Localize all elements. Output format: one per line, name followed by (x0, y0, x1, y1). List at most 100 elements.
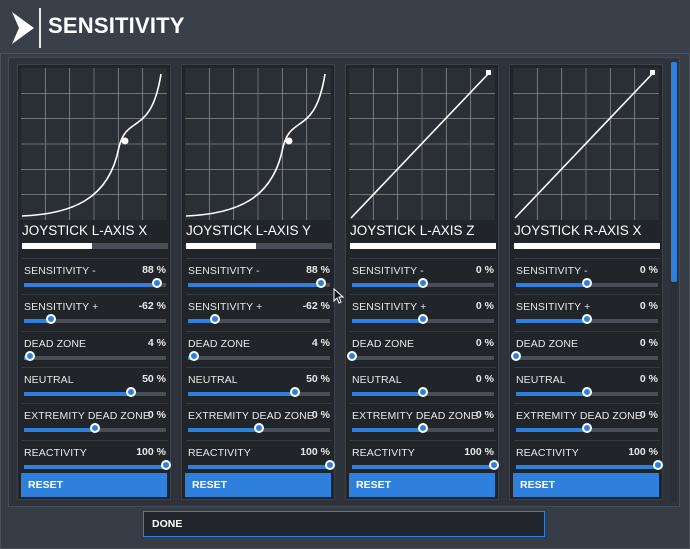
setting-label: EXTREMITY DEAD ZONE (516, 410, 642, 422)
setting-dead-zone: DEAD ZONE 0 % (347, 331, 496, 365)
setting-sensitivity-plus: SENSITIVITY + -62 % (186, 294, 332, 328)
setting-neutral: NEUTRAL 50 % (22, 367, 168, 401)
setting-label: REACTIVITY (352, 447, 415, 459)
setting-sensitivity-minus: SENSITIVITY - 0 % (514, 258, 660, 292)
setting-value: 0 % (311, 409, 330, 421)
slider-fill (24, 465, 166, 469)
setting-neutral: NEUTRAL 50 % (186, 367, 332, 401)
done-button[interactable]: DONE (143, 511, 545, 537)
slider-handle[interactable] (325, 460, 335, 470)
axis-input-bar (186, 243, 332, 249)
reset-button[interactable]: RESET (21, 473, 167, 497)
setting-label: SENSITIVITY - (188, 265, 260, 277)
slider-track[interactable] (24, 392, 166, 396)
setting-neutral: NEUTRAL 0 % (350, 367, 496, 401)
setting-extremity-dead-zone: EXTREMITY DEAD ZONE 0 % (186, 403, 332, 437)
slider-track[interactable] (352, 356, 494, 360)
slider-track[interactable] (188, 319, 330, 323)
slider-track[interactable] (24, 465, 166, 469)
slider-track[interactable] (24, 356, 166, 360)
axis-input-bar-fill (22, 243, 93, 249)
setting-label: EXTREMITY DEAD ZONE (188, 410, 314, 422)
slider-handle[interactable] (289, 387, 300, 397)
setting-value: 0 % (475, 409, 494, 421)
reset-button[interactable]: RESET (185, 473, 331, 497)
setting-dead-zone: DEAD ZONE 0 % (511, 331, 660, 365)
slider-handle[interactable] (90, 423, 100, 433)
slider-track[interactable] (516, 356, 658, 360)
setting-label: SENSITIVITY - (352, 265, 424, 277)
scrollbar-thumb[interactable] (671, 62, 677, 282)
setting-sensitivity-minus: SENSITIVITY - 88 % (186, 258, 332, 292)
slider-track[interactable] (24, 319, 166, 323)
axis-panel-4: JOYSTICK R-AXIS X SENSITIVITY -0 % SENSITI… (509, 64, 663, 500)
slider-track[interactable] (188, 356, 330, 360)
slider-handle[interactable] (582, 314, 592, 324)
slider-handle[interactable] (418, 314, 428, 324)
slider-handle[interactable] (254, 423, 264, 433)
setting-label: SENSITIVITY + (516, 301, 591, 313)
slider-fill (352, 465, 494, 469)
setting-label: DEAD ZONE (352, 338, 415, 350)
setting-reactivity: REACTIVITY 100 % (22, 440, 171, 474)
slider-handle[interactable] (418, 423, 428, 433)
slider-track[interactable] (188, 392, 330, 396)
setting-sensitivity-plus: SENSITIVITY + 0 % (514, 294, 660, 328)
slider-handle[interactable] (347, 351, 357, 361)
setting-value: 100 % (628, 446, 658, 458)
slider-handle[interactable] (418, 278, 428, 288)
axis-name: JOYSTICK R-AXIS X (514, 223, 642, 238)
setting-label: DEAD ZONE (188, 338, 251, 350)
axis-name: JOYSTICK L-AXIS X (22, 223, 148, 238)
header: SENSITIVITY (0, 0, 690, 54)
response-curve-graph (21, 68, 167, 220)
setting-label: NEUTRAL (516, 374, 566, 386)
setting-dead-zone: DEAD ZONE 4 % (186, 331, 332, 365)
slider-handle[interactable] (125, 387, 136, 397)
slider-handle[interactable] (316, 278, 327, 288)
slider-handle[interactable] (582, 423, 592, 433)
slider-track[interactable] (24, 283, 166, 287)
slider-track[interactable] (188, 465, 330, 469)
setting-label: SENSITIVITY - (516, 265, 588, 277)
slider-handle[interactable] (188, 351, 199, 361)
slider-handle[interactable] (582, 278, 592, 288)
slider-fill (516, 428, 587, 432)
setting-label: EXTREMITY DEAD ZONE (352, 410, 478, 422)
slider-track[interactable] (516, 465, 658, 469)
setting-extremity-dead-zone: EXTREMITY DEAD ZONE 0 % (22, 403, 168, 437)
setting-value: 100 % (464, 446, 494, 458)
scrollbar[interactable] (671, 62, 677, 502)
reset-button[interactable]: RESET (349, 473, 495, 497)
slider-track[interactable] (352, 465, 494, 469)
setting-extremity-dead-zone: EXTREMITY DEAD ZONE 0 % (514, 403, 660, 437)
slider-fill (188, 392, 295, 396)
setting-label: REACTIVITY (188, 447, 251, 459)
slider-fill (516, 392, 587, 396)
slider-fill (516, 465, 658, 469)
reset-button[interactable]: RESET (513, 473, 659, 497)
setting-value: 4 % (311, 337, 330, 349)
slider-handle[interactable] (653, 460, 663, 470)
setting-label: SENSITIVITY + (352, 301, 427, 313)
slider-handle[interactable] (582, 387, 592, 397)
slider-handle[interactable] (489, 460, 499, 470)
slider-fill (24, 283, 158, 287)
setting-sensitivity-plus: SENSITIVITY + -62 % (22, 294, 168, 328)
slider-handle[interactable] (45, 314, 56, 324)
slider-handle[interactable] (418, 387, 428, 397)
slider-handle[interactable] (161, 460, 171, 470)
page-title: SENSITIVITY (48, 13, 185, 38)
setting-value: 100 % (300, 446, 330, 458)
slider-fill (352, 319, 423, 323)
slider-handle[interactable] (24, 351, 35, 361)
header-divider (39, 8, 41, 48)
setting-label: REACTIVITY (516, 447, 579, 459)
slider-handle[interactable] (152, 278, 163, 288)
slider-track[interactable] (188, 283, 330, 287)
response-curve-graph (349, 68, 495, 220)
slider-handle[interactable] (511, 351, 521, 361)
axis-name: JOYSTICK L-AXIS Y (186, 223, 312, 238)
slider-handle[interactable] (209, 314, 220, 324)
slider-fill (516, 319, 587, 323)
